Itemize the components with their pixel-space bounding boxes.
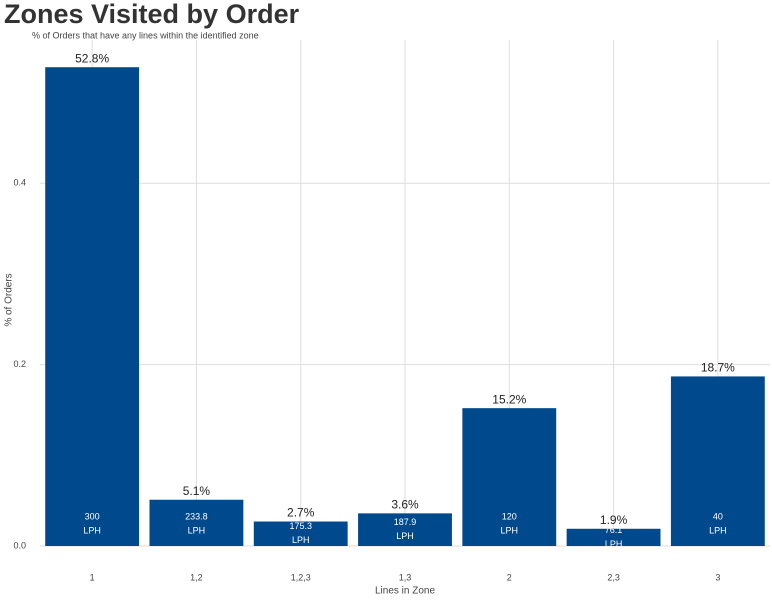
bar xyxy=(670,376,765,546)
inner-value: 120 xyxy=(502,511,517,521)
value-label: 5.1% xyxy=(183,484,211,498)
inner-value: 300 xyxy=(85,511,100,521)
x-axis-label: Lines in Zone xyxy=(375,586,435,597)
inner-unit: LPH xyxy=(605,539,623,549)
y-tick-label: 0.0 xyxy=(13,540,26,550)
value-label: 52.8% xyxy=(75,51,109,65)
x-tick-label: 2,3 xyxy=(607,572,620,582)
y-tick-label: 0.2 xyxy=(13,359,26,369)
inner-value: 187.9 xyxy=(394,517,417,527)
value-label: 15.2% xyxy=(492,392,526,406)
chart-subtitle: % of Orders that have any lines within t… xyxy=(32,30,259,40)
inner-unit: LPH xyxy=(188,525,206,535)
x-tick-label: 3 xyxy=(715,572,720,582)
value-label: 1.9% xyxy=(600,513,628,527)
x-tick-label: 2 xyxy=(507,572,512,582)
bar xyxy=(149,499,244,546)
inner-value: 40 xyxy=(713,511,723,521)
inner-unit: LPH xyxy=(83,525,101,535)
bar xyxy=(45,67,140,547)
inner-unit: LPH xyxy=(501,525,519,535)
value-label: 2.7% xyxy=(287,506,315,520)
value-label: 3.6% xyxy=(391,498,419,512)
inner-value: 175.3 xyxy=(289,521,312,531)
value-label: 18.7% xyxy=(701,361,735,375)
inner-unit: LPH xyxy=(709,525,727,535)
bar xyxy=(462,408,557,546)
inner-unit: LPH xyxy=(396,531,414,541)
x-tick-label: 1,3 xyxy=(399,572,412,582)
inner-value: 76.1 xyxy=(605,525,623,535)
bar xyxy=(253,521,348,546)
inner-value: 233.8 xyxy=(185,511,208,521)
inner-unit: LPH xyxy=(292,535,310,545)
x-tick-label: 1,2 xyxy=(190,572,203,582)
x-tick-label: 1,2,3 xyxy=(291,572,311,582)
bar xyxy=(358,513,452,546)
chart-title: Zones Visited by Order xyxy=(4,0,300,29)
y-tick-label: 0.4 xyxy=(13,178,26,188)
bar xyxy=(566,528,661,546)
y-axis-label: % of Orders xyxy=(4,273,15,326)
x-tick-label: 1 xyxy=(90,572,95,582)
